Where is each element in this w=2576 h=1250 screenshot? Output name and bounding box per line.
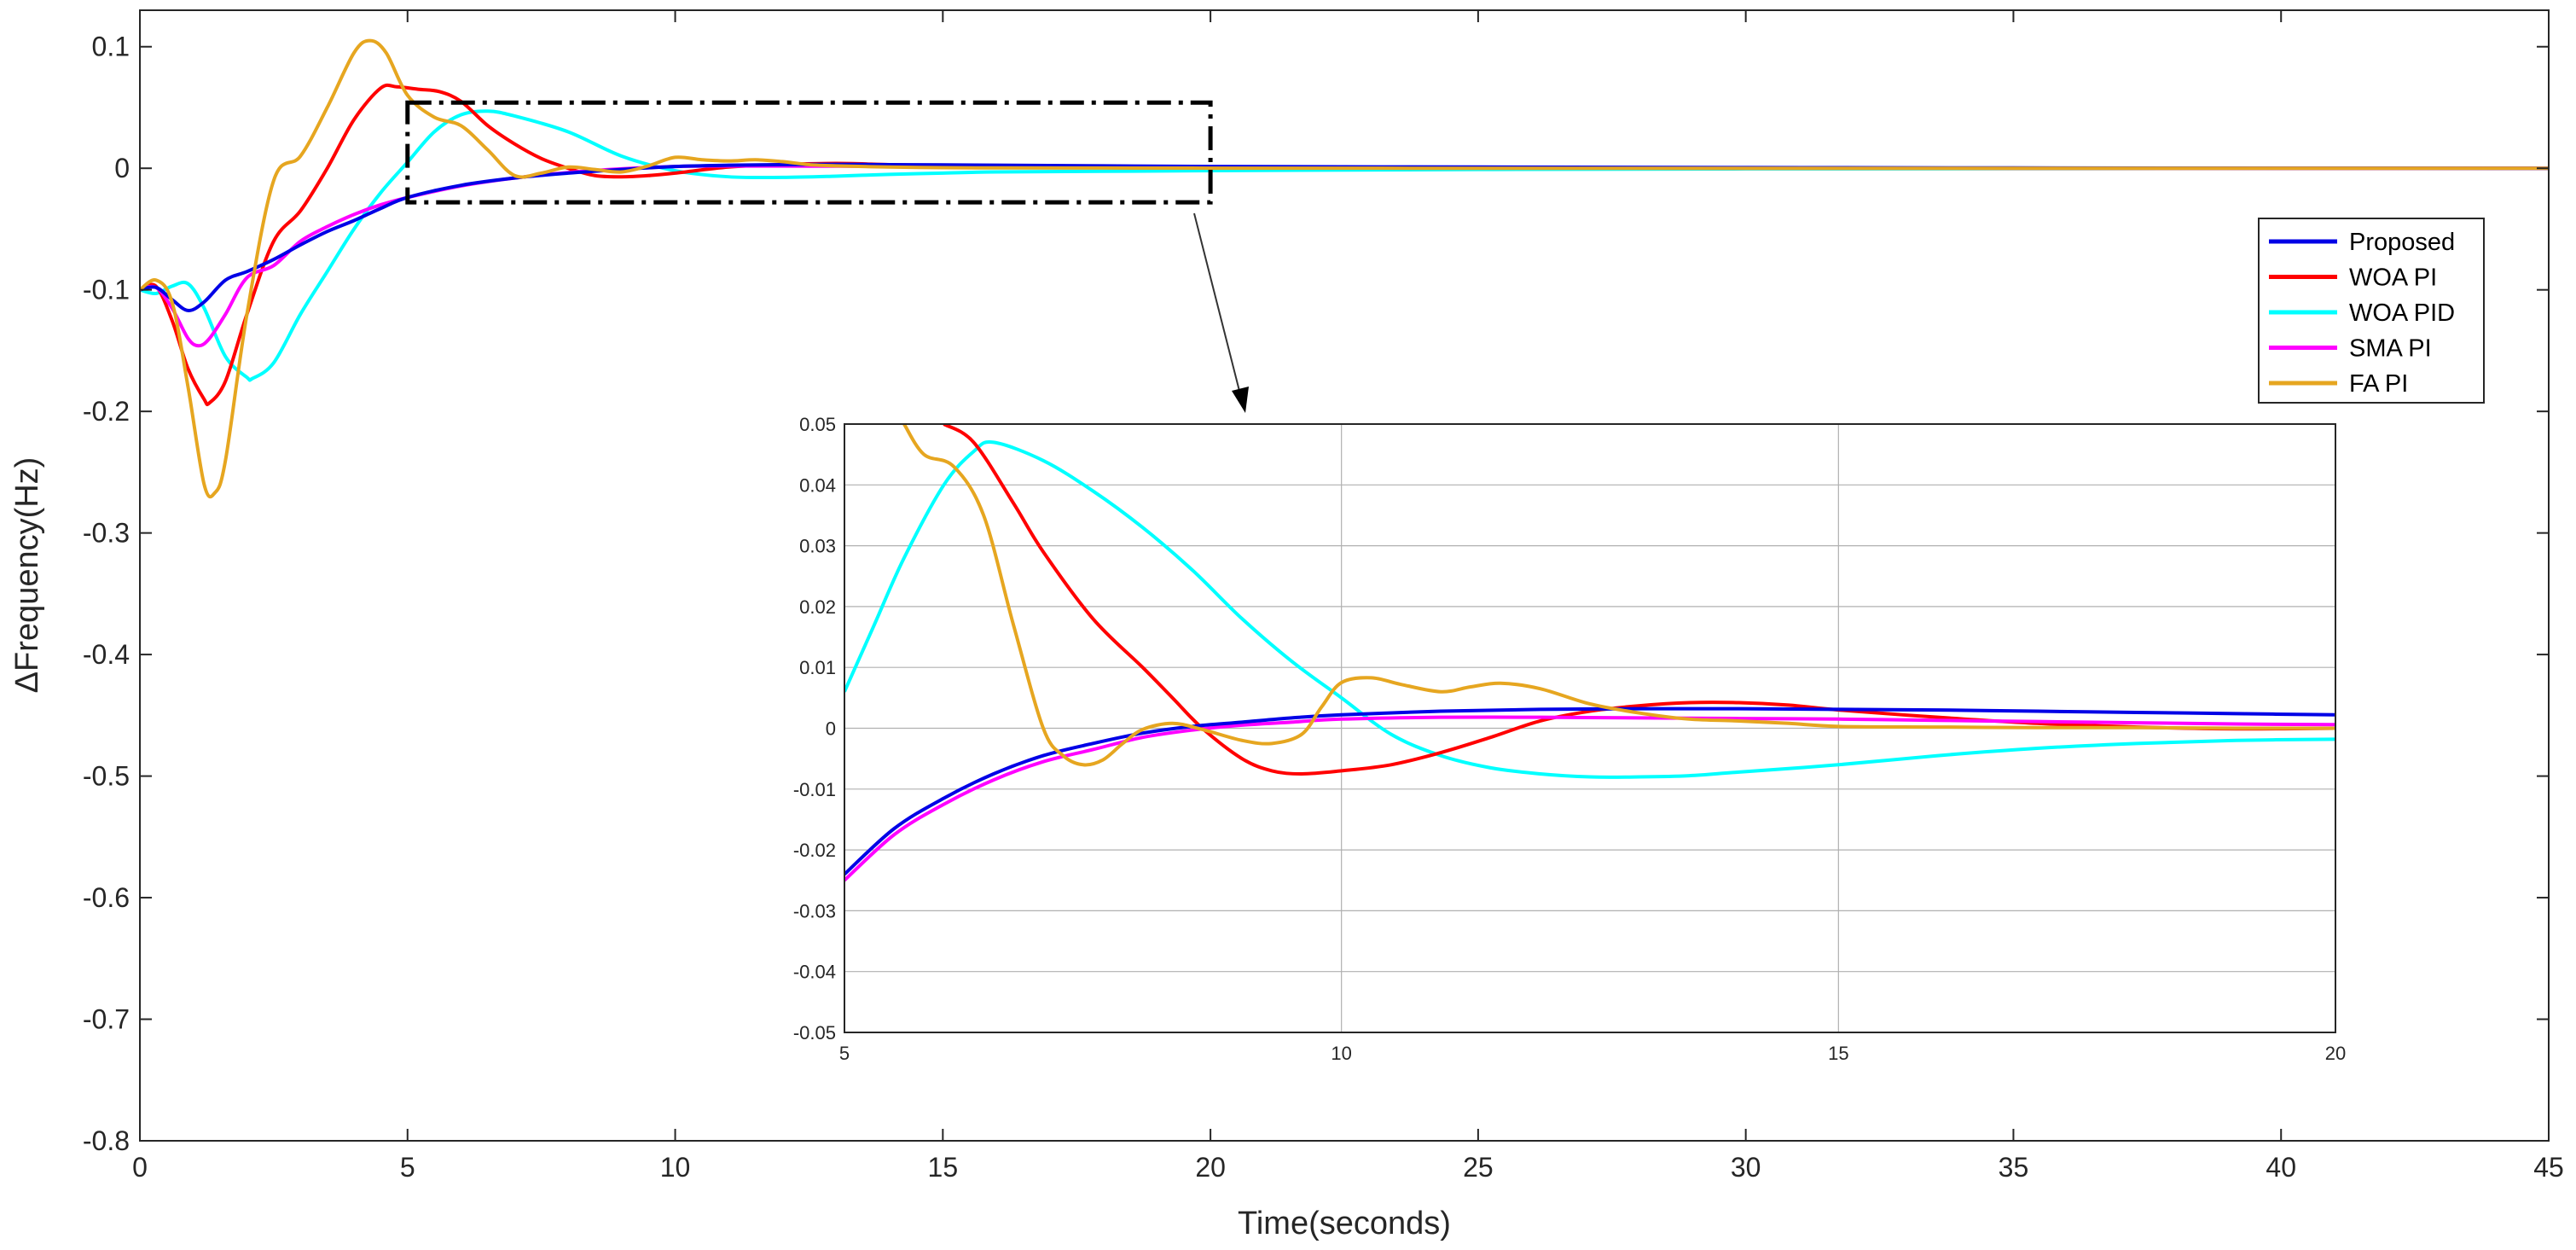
main-y-tick-label: -0.2 (83, 396, 130, 427)
main-x-tick-label: 30 (1731, 1152, 1761, 1183)
main-x-tick-label: 0 (132, 1152, 148, 1183)
inset-x-tick-label: 15 (1828, 1043, 1848, 1064)
main-x-ticks: 0 5 10 15 20 25 30 35 40 45 (132, 10, 2564, 1183)
main-y-tick-label: 0.1 (92, 32, 130, 62)
legend-label-fa-pi: FA PI (2349, 370, 2408, 398)
inset-y-tick-label: -0.02 (793, 840, 836, 861)
main-y-tick-label: -0.6 (83, 882, 130, 913)
inset-y-tick-label: 0 (826, 718, 836, 740)
inset-plot-frame (844, 423, 2336, 1033)
main-y-tick-label: -0.4 (83, 639, 130, 670)
inset-y-tick-label: 0.03 (799, 536, 836, 557)
x-axis-label: Time(seconds) (1238, 1206, 1451, 1241)
main-x-tick-label: 10 (660, 1152, 691, 1183)
inset-y-tick-label: -0.03 (793, 900, 836, 922)
inset-x-ticks: 5 10 15 20 (839, 1043, 2346, 1064)
inset-y-tick-label: -0.01 (793, 779, 836, 800)
main-series-fa-pi (138, 38, 2549, 499)
legend: Proposed WOA PI WOA PID SMA PI FA PI (2258, 218, 2485, 404)
inset-y-tick-label: 0.04 (799, 474, 836, 496)
main-y-tick-label: -0.8 (83, 1125, 130, 1156)
main-y-tick-label: -0.1 (83, 275, 130, 305)
zoom-box (405, 100, 1213, 205)
main-y-ticks: 0.1 0 -0.1 -0.2 -0.3 -0.4 -0.5 -0.6 -0.7 -0.8 (83, 32, 2549, 1156)
main-x-tick-label: 5 (400, 1152, 415, 1183)
main-x-tick-label: 35 (1999, 1152, 2029, 1183)
main-plot-frame (139, 9, 2550, 1142)
main-y-tick-label: -0.5 (83, 761, 130, 792)
y-axis-label: ΔFrequency(Hz) (9, 457, 45, 694)
main-y-tick-label: -0.7 (83, 1004, 130, 1035)
legend-label-woa-pid: WOA PID (2349, 299, 2455, 327)
inset-y-tick-label: -0.04 (793, 962, 836, 983)
inset-y-tick-label: 0.05 (799, 414, 836, 435)
main-x-tick-label: 15 (928, 1152, 959, 1183)
main-x-tick-label: 40 (2266, 1152, 2296, 1183)
main-x-tick-label: 25 (1463, 1152, 1494, 1183)
inset-y-tick-label: -0.05 (793, 1022, 836, 1044)
inset-series-proposed (844, 706, 2335, 876)
legend-items: Proposed WOA PI WOA PID SMA PI FA PI (2269, 229, 2455, 398)
zoom-arrow (1193, 212, 1249, 413)
main-x-tick-label: 45 (2533, 1152, 2564, 1183)
inset-plot: 5 10 15 20 0.05 0.04 0.03 0.02 0.01 0 -0.01 -0.02 -… (793, 414, 2346, 1064)
inset-y-ticks: 0.05 0.04 0.03 0.02 0.01 0 -0.01 -0.02 -0.03 -0.0… (793, 414, 836, 1044)
inset-x-tick-label: 20 (2325, 1043, 2346, 1064)
inset-series-group (844, 424, 2335, 882)
inset-x-tick-label: 10 (1331, 1043, 1351, 1064)
legend-label-woa-pi: WOA PI (2349, 265, 2437, 292)
legend-label-sma-pi: SMA PI (2349, 335, 2432, 363)
inset-y-tick-label: 0.01 (799, 657, 836, 678)
legend-label-proposed: Proposed (2349, 229, 2455, 256)
main-series-group (138, 38, 2550, 499)
inset-y-tick-label: 0.02 (799, 596, 836, 618)
inset-series-fa-pi (902, 424, 2335, 767)
main-y-tick-label: 0 (114, 153, 130, 183)
main-y-tick-label: -0.3 (83, 518, 130, 549)
inset-series-sma-pi (844, 715, 2335, 882)
inset-x-tick-label: 5 (839, 1043, 850, 1064)
main-x-tick-label: 20 (1195, 1152, 1226, 1183)
